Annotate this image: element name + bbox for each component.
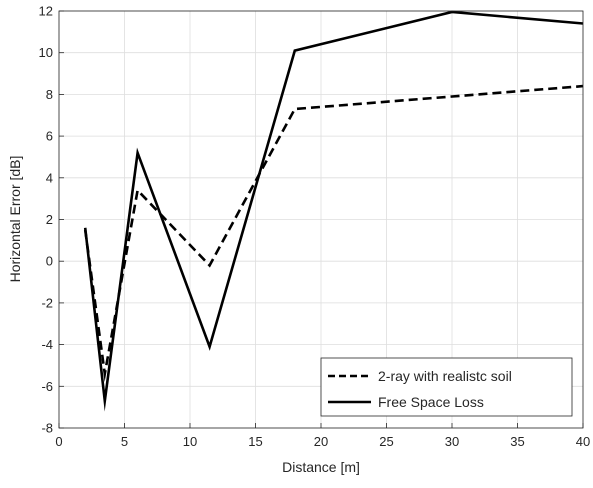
x-axis-label: Distance [m] bbox=[282, 459, 360, 475]
x-tick-label: 25 bbox=[379, 434, 393, 449]
series-line-0 bbox=[83, 84, 584, 383]
x-tick-label: 15 bbox=[248, 434, 262, 449]
legend-label-free-space-loss: Free Space Loss bbox=[378, 394, 484, 410]
y-tick-label: 2 bbox=[46, 212, 53, 227]
legend-box bbox=[320, 357, 573, 417]
y-tick-label: 0 bbox=[46, 254, 53, 269]
legend: 2-ray with realistc soil Free Space Loss bbox=[320, 357, 573, 417]
x-tick-label: 40 bbox=[576, 434, 590, 449]
y-tick-label: -4 bbox=[41, 337, 53, 352]
y-axis-label: Horizontal Error [dB] bbox=[7, 156, 23, 283]
y-tick-label: 12 bbox=[39, 4, 53, 19]
y-tick-label: 4 bbox=[46, 170, 53, 185]
ticks: 0 5 10 15 20 25 30 35 40 -8 -6 -4 -2 0 2 4 6 8 10 12 bbox=[39, 4, 591, 450]
y-tick-label: 8 bbox=[46, 87, 53, 102]
series-group bbox=[83, 10, 584, 412]
x-tick-label: 5 bbox=[121, 434, 128, 449]
y-tick-label: 10 bbox=[39, 45, 53, 60]
y-tick-label: -2 bbox=[41, 295, 53, 310]
x-tick-label: 35 bbox=[510, 434, 524, 449]
legend-label-2-ray: 2-ray with realistc soil bbox=[378, 368, 512, 384]
x-tick-label: 30 bbox=[445, 434, 459, 449]
series-line-1 bbox=[83, 10, 584, 412]
x-tick-label: 20 bbox=[314, 434, 328, 449]
x-tick-label: 0 bbox=[55, 434, 62, 449]
y-tick-label: -6 bbox=[41, 379, 53, 394]
y-tick-label: -8 bbox=[41, 421, 53, 436]
x-tick-label: 10 bbox=[183, 434, 197, 449]
y-tick-label: 6 bbox=[46, 129, 53, 144]
